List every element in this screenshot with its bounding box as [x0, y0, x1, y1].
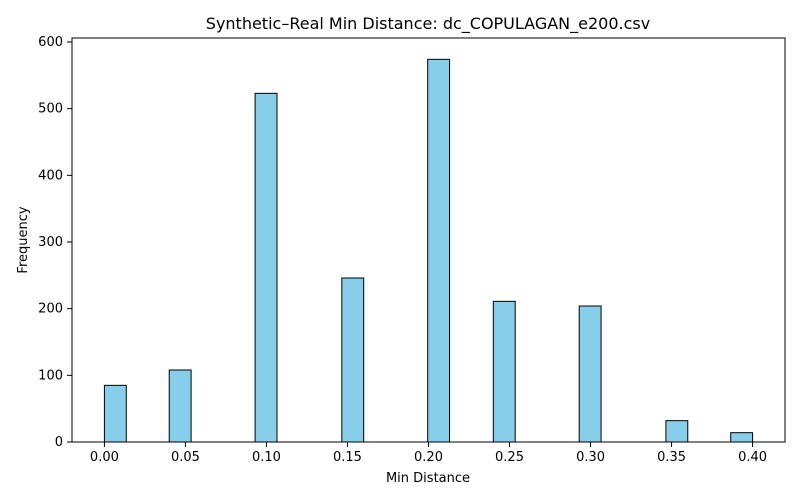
- x-axis-label: Min Distance: [386, 471, 470, 486]
- histogram-bar: [103, 384, 127, 443]
- histogram-bar: [492, 300, 516, 443]
- y-tick-label: 600: [38, 35, 63, 50]
- y-tick-label: 400: [38, 168, 63, 183]
- histogram-bar: [665, 420, 689, 443]
- x-axis-ticks: 0.00 0.05 0.10 0.15 0.20 0.25 0.30 0.35 0.40: [90, 442, 767, 465]
- histogram-bar: [427, 58, 451, 443]
- y-tick-label: 200: [38, 302, 63, 317]
- x-tick-label: 0.05: [171, 450, 200, 465]
- y-axis-label: Frequency: [16, 206, 31, 273]
- y-tick-label: 500: [38, 102, 63, 117]
- histogram-bar: [168, 369, 192, 443]
- y-axis-ticks: 0 100 200 300 400 500 600: [38, 35, 72, 450]
- histogram-bar: [730, 432, 754, 443]
- histogram-bar: [578, 305, 602, 443]
- x-tick-label: 0.15: [333, 450, 362, 465]
- x-tick-label: 0.35: [657, 450, 686, 465]
- y-tick-label: 300: [38, 235, 63, 250]
- x-tick-label: 0.25: [495, 450, 524, 465]
- histogram-bars: [103, 58, 754, 443]
- chart-title: Synthetic–Real Min Distance: dc_COPULAGA…: [206, 14, 650, 34]
- histogram-bar: [341, 277, 365, 443]
- y-tick-label: 0: [55, 435, 63, 450]
- x-tick-label: 0.10: [252, 450, 281, 465]
- histogram-bar: [254, 92, 278, 443]
- x-tick-label: 0.20: [414, 450, 443, 465]
- x-tick-label: 0.00: [90, 450, 119, 465]
- x-tick-label: 0.40: [738, 450, 767, 465]
- x-tick-label: 0.30: [576, 450, 605, 465]
- y-tick-label: 100: [38, 368, 63, 383]
